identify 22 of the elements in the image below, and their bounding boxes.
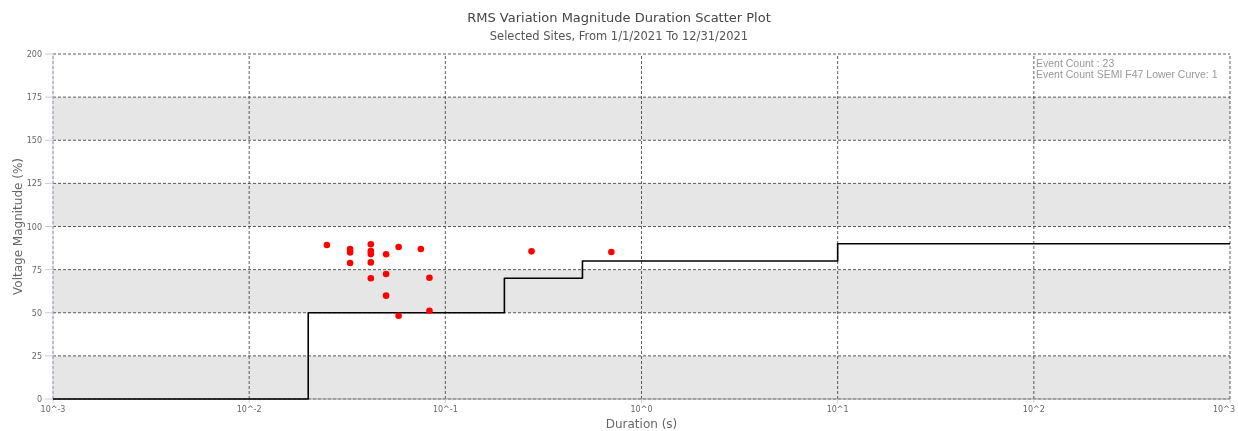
x-tick-label: 10^1: [826, 405, 849, 414]
chart-title: RMS Variation Magnitude Duration Scatter Plot: [467, 10, 771, 25]
x-tick-label: 10^3: [1213, 405, 1235, 414]
y-axis-title: Voltage Magnitude (%): [11, 158, 25, 295]
y-tick-label: 0: [36, 395, 42, 404]
y-tick-label: 50: [31, 308, 42, 318]
x-tick-label: 10^0: [630, 405, 653, 414]
y-tick-label: 125: [26, 179, 42, 189]
x-tick-label: 10^-2: [236, 405, 262, 414]
y-tick-label: 100: [26, 222, 42, 232]
y-tick-label: 150: [26, 136, 42, 146]
y-tick-label: 200: [26, 50, 42, 59]
x-tick-label: 10^-1: [432, 405, 458, 414]
y-tick-label: 175: [26, 93, 42, 103]
annotation: Event Count : 23: [1036, 57, 1115, 69]
y-tick-label: 25: [31, 351, 42, 361]
x-tick-label: 10^-3: [40, 405, 66, 414]
annotation: Event Count SEMI F47 Lower Curve: 1: [1036, 68, 1218, 80]
y-tick-label: 75: [31, 265, 42, 275]
chart-subtitle: Selected Sites, From 1/1/2021 To 12/31/2021: [489, 29, 749, 43]
x-tick-label: 10^2: [1022, 405, 1045, 414]
x-axis-title: Duration (s): [605, 417, 678, 431]
